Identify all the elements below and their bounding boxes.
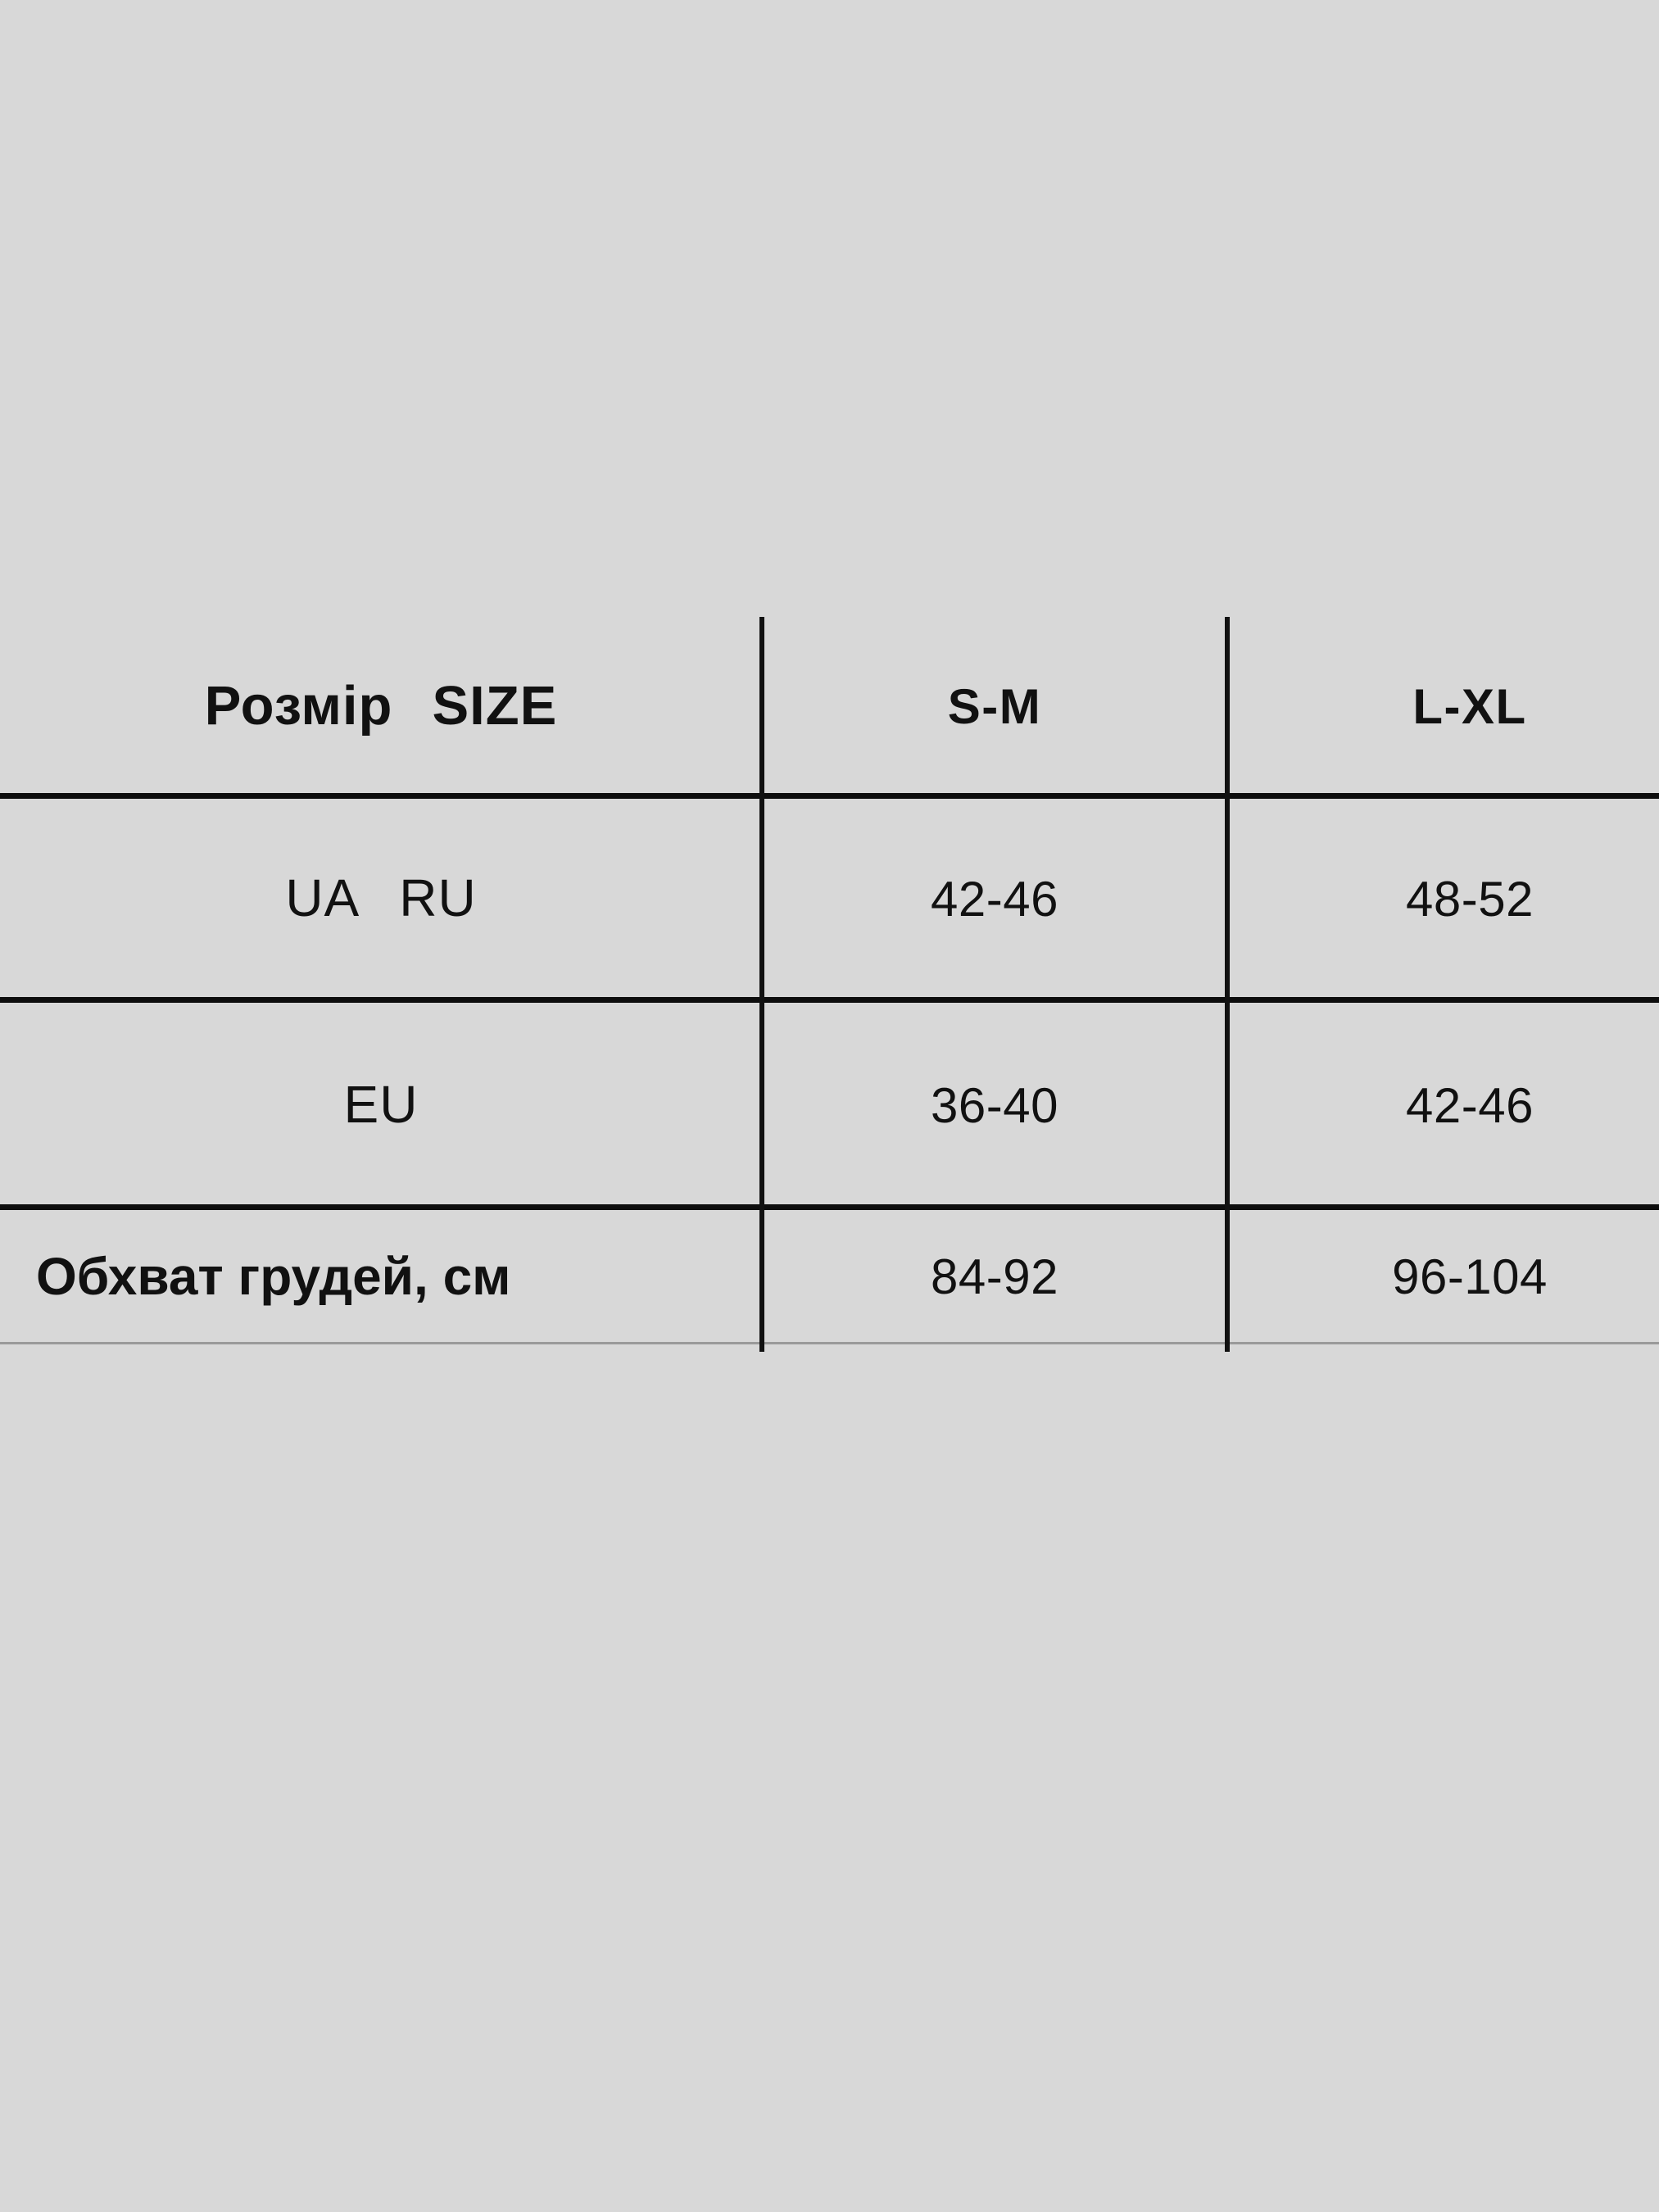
divider-column-2 <box>1225 617 1230 1352</box>
header-cell-size-lxl: L-XL <box>1412 678 1527 734</box>
row-label-chest-circumference: Обхват грудей, см <box>36 1246 511 1306</box>
divider-row2-bottom <box>0 1204 1659 1210</box>
table-row: UA RU 42-46 48-52 <box>0 796 1659 1002</box>
size-chart-table: Розмір SIZE S-M L-XL UA RU 42-46 48-52 EU … <box>0 617 1659 1354</box>
row-label-eu: EU <box>343 1075 419 1135</box>
cell-ua-ru-sm: 42-46 <box>931 871 1058 927</box>
divider-table-bottom <box>0 1342 1659 1344</box>
table-row: Обхват грудей, см 84-92 96-104 <box>0 1208 1659 1345</box>
header-label-primary: Розмір <box>204 674 393 737</box>
cell-chest-lxl: 96-104 <box>1392 1249 1548 1304</box>
divider-header-bottom <box>0 793 1659 799</box>
header-label-secondary: SIZE <box>432 674 558 737</box>
cell-ua-ru-lxl: 48-52 <box>1406 871 1534 927</box>
row-label-primary: UA <box>285 868 360 928</box>
header-cell-size-sm: S-M <box>947 678 1042 734</box>
divider-row1-bottom <box>0 997 1659 1003</box>
cell-eu-lxl: 42-46 <box>1406 1077 1534 1133</box>
header-cell-size-label: Розмір SIZE <box>0 617 762 796</box>
row-label-secondary: RU <box>399 868 477 928</box>
cell-chest-sm: 84-92 <box>931 1249 1058 1304</box>
cell-eu-sm: 36-40 <box>931 1077 1058 1133</box>
table-row: EU 36-40 42-46 <box>0 1002 1659 1208</box>
divider-column-1 <box>759 617 764 1352</box>
table-header-row: Розмір SIZE S-M L-XL <box>0 617 1659 796</box>
size-chart-grid: Розмір SIZE S-M L-XL UA RU 42-46 48-52 EU … <box>0 617 1659 1345</box>
row-label-ua-ru: UA RU <box>0 796 762 1002</box>
